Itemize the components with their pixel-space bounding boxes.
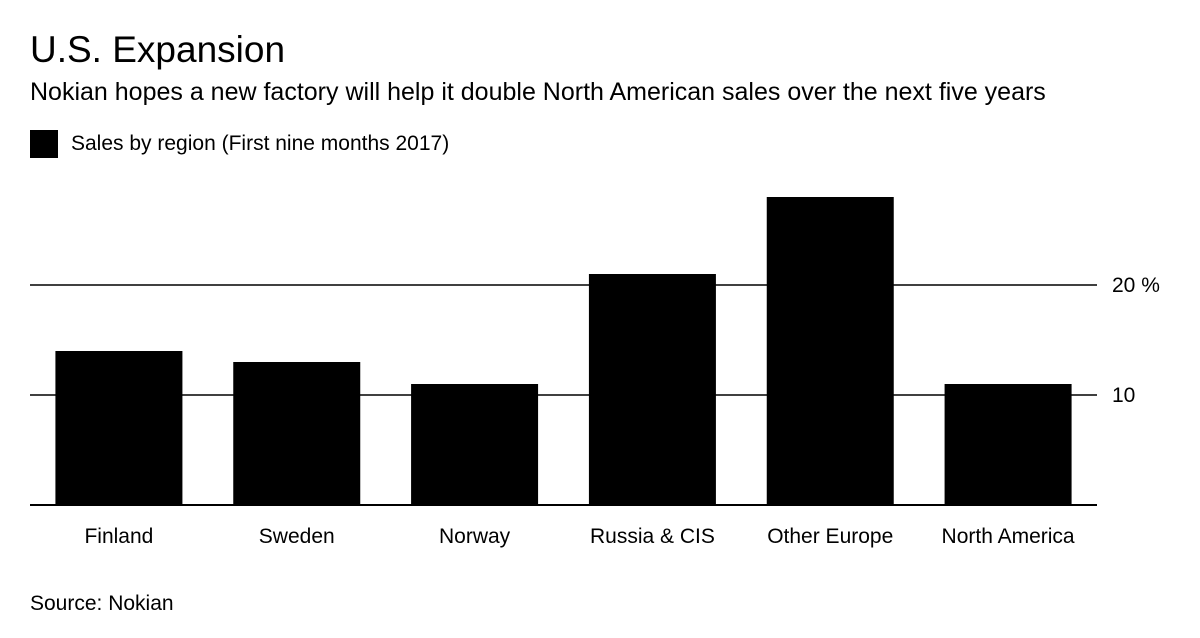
y-tick-label-10: 10 — [1112, 384, 1135, 407]
legend-swatch — [30, 130, 58, 158]
bar-north-america — [944, 384, 1072, 505]
bars — [55, 197, 1072, 505]
chart-title: U.S. Expansion — [30, 29, 286, 70]
bar-russia-cis — [588, 274, 716, 505]
y-axis-labels: 10 20 % — [1112, 274, 1160, 407]
x-tick-label: Sweden — [259, 525, 335, 548]
y-tick-label-20: 20 % — [1112, 274, 1160, 297]
x-tick-label: Russia & CIS — [590, 525, 715, 548]
bar-finland — [55, 351, 183, 505]
bar-other-europe — [766, 197, 894, 505]
x-axis-labels: Finland Sweden Norway Russia & CIS Other Eur… — [84, 525, 1074, 548]
source-note: Source: Nokian — [30, 592, 174, 615]
legend-label: Sales by region (First nine months 2017) — [71, 132, 450, 155]
legend: Sales by region (First nine months 2017) — [30, 128, 449, 160]
gridlines — [30, 284, 1097, 396]
chart-subtitle: Nokian hopes a new factory will help it … — [30, 78, 1046, 106]
bar-norway — [411, 384, 539, 505]
x-tick-label: Other Europe — [767, 525, 893, 548]
x-tick-label: North America — [942, 525, 1075, 548]
x-tick-label: Norway — [439, 525, 511, 548]
x-tick-label: Finland — [84, 525, 153, 548]
bar-sweden — [233, 362, 361, 505]
